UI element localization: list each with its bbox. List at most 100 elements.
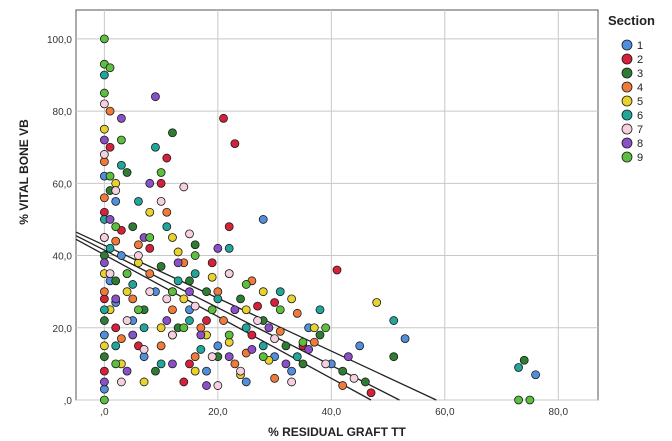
y-axis-tick-labels: ,0 20,0 40,0 60,0 80,0 100,0 [47,35,72,407]
data-point [366,388,376,398]
data-point [258,215,268,224]
data-point [321,323,331,333]
data-point [224,243,234,253]
data-point [224,330,234,340]
data-point [105,171,115,181]
data-point [275,287,285,297]
data-point [315,330,325,340]
data-point [275,305,285,315]
data-point [156,359,166,369]
data-point [202,287,211,297]
data-point [99,366,109,376]
legend-marker [621,67,633,79]
data-point [185,316,194,325]
y-tick-label: ,0 [64,396,73,407]
data-point [287,366,297,376]
data-point [213,243,223,253]
data-point [168,359,177,369]
data-point [99,34,109,44]
data-point [213,381,223,390]
data-point [168,305,177,315]
data-point [139,323,149,333]
data-point [116,160,126,170]
data-point [190,269,200,279]
data-point [349,373,359,383]
data-point [309,337,319,347]
data-point [151,92,160,102]
data-point [156,196,166,206]
data-point [156,168,166,177]
data-point [111,186,121,195]
data-points [99,34,540,405]
data-point [292,352,302,362]
legend-marker [621,123,633,135]
data-point [196,330,206,340]
data-point [236,366,245,376]
data-point [105,269,115,279]
legend-marker [621,151,633,163]
data-point [156,178,166,188]
y-tick-label: 20,0 [53,324,73,335]
data-point [292,308,302,318]
data-point [173,247,183,257]
data-point [99,157,109,167]
data-point [128,294,138,304]
plot-area [75,9,599,401]
data-point [134,196,143,206]
data-point [99,99,109,109]
legend: 1 2 3 4 5 6 7 8 9 [621,39,643,164]
data-point [162,153,172,163]
x-axis-title: % RESIDUAL GRAFT TT [268,425,406,439]
data-point [224,352,234,362]
data-point [134,251,143,260]
data-point [247,345,257,354]
data-point [519,355,529,365]
data-point [128,222,138,232]
data-point [213,341,223,351]
data-point [122,366,132,376]
data-point [360,377,370,387]
data-point [111,178,121,188]
data-point [202,381,211,390]
data-point [111,341,121,351]
data-point [190,301,200,311]
data-point [99,124,109,134]
data-point [99,384,109,394]
legend-label: 5 [637,96,643,108]
data-point [332,265,342,275]
data-point [202,366,211,376]
data-point [105,142,115,152]
data-point [99,207,109,217]
data-point [230,305,240,315]
data-point [185,287,194,297]
data-point [111,359,121,369]
data-point [185,276,194,286]
data-point [145,207,155,217]
data-point [99,352,109,362]
data-point [139,345,149,354]
data-point [531,370,540,380]
x-tick-label: 20,0 [208,407,228,418]
data-point [99,233,109,242]
data-point [179,323,189,333]
data-point [275,326,285,336]
data-point [122,287,132,297]
data-point [219,113,228,123]
data-point [338,366,348,376]
data-point [156,323,166,333]
data-point [525,395,535,405]
data-point [258,341,268,351]
data-point [315,305,325,315]
data-point [219,316,228,325]
data-point [207,272,217,282]
data-point [281,359,291,369]
data-point [151,366,160,376]
data-point [224,337,234,347]
data-point [281,341,291,351]
data-point [168,233,177,242]
data-point [111,236,121,246]
y-tick-label: 60,0 [53,179,73,190]
data-point [264,323,274,333]
data-point [128,280,138,289]
